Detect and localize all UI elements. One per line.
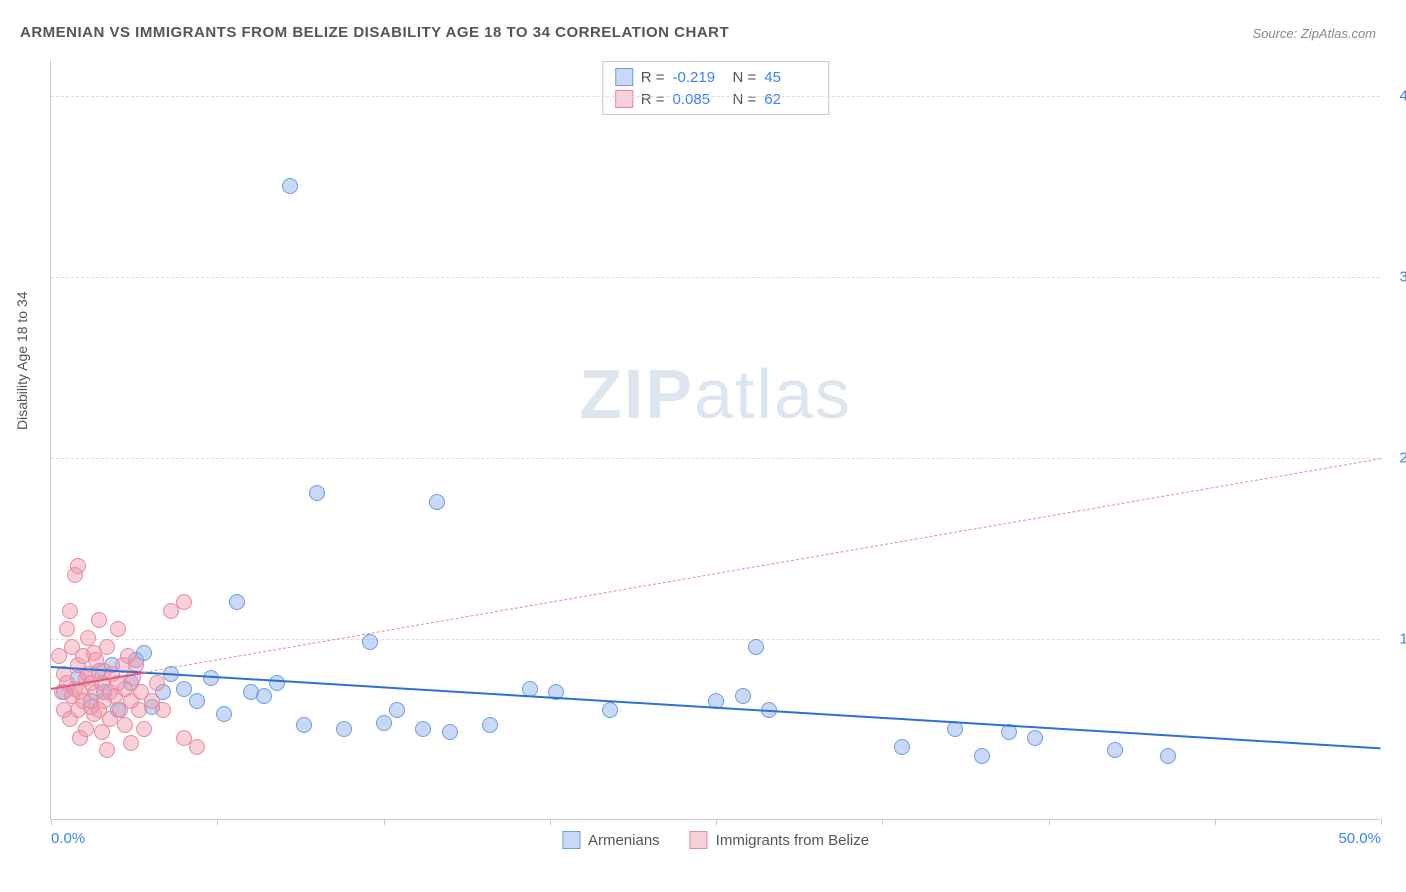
n-label: N = — [733, 91, 757, 108]
r-label: R = — [641, 69, 665, 86]
data-point — [389, 702, 405, 718]
data-point — [216, 706, 232, 722]
data-point — [59, 621, 75, 637]
series-swatch — [615, 90, 633, 108]
data-point — [155, 702, 171, 718]
data-point — [176, 594, 192, 610]
stats-row: R = -0.219 N = 45 — [615, 66, 817, 88]
data-point — [110, 621, 126, 637]
stats-box: R = -0.219 N = 45 R = 0.085 N = 62 — [602, 61, 830, 115]
gridline — [51, 96, 1380, 97]
series-swatch — [615, 68, 633, 86]
x-tick-mark — [1381, 819, 1382, 825]
x-tick-mark — [550, 819, 551, 825]
data-point — [123, 735, 139, 751]
data-point — [256, 688, 272, 704]
data-point — [748, 639, 764, 655]
stats-row: R = 0.085 N = 62 — [615, 88, 817, 110]
x-tick-mark — [1049, 819, 1050, 825]
data-point — [149, 675, 165, 691]
data-point — [894, 739, 910, 755]
data-point — [309, 485, 325, 501]
x-tick-label: 50.0% — [1338, 830, 1381, 847]
data-point — [269, 675, 285, 691]
y-tick-label: 10.0% — [1399, 631, 1406, 648]
data-point — [1107, 742, 1123, 758]
data-point — [117, 717, 133, 733]
data-point — [189, 739, 205, 755]
x-tick-label: 0.0% — [51, 830, 85, 847]
x-tick-mark — [217, 819, 218, 825]
n-value: 45 — [764, 69, 816, 86]
gridline — [51, 639, 1380, 640]
data-point — [176, 681, 192, 697]
data-point — [362, 634, 378, 650]
data-point — [70, 558, 86, 574]
trend-line — [51, 458, 1381, 689]
chart-title: ARMENIAN VS IMMIGRANTS FROM BELIZE DISAB… — [20, 24, 729, 41]
legend-label: Immigrants from Belize — [716, 832, 869, 849]
x-tick-mark — [716, 819, 717, 825]
gridline — [51, 458, 1380, 459]
series-swatch — [562, 831, 580, 849]
y-tick-label: 20.0% — [1399, 450, 1406, 467]
gridline — [51, 277, 1380, 278]
chart-container: ARMENIAN VS IMMIGRANTS FROM BELIZE DISAB… — [0, 0, 1406, 892]
legend-item: Armenians — [562, 831, 660, 849]
data-point — [415, 721, 431, 737]
data-point — [735, 688, 751, 704]
r-value: -0.219 — [673, 69, 725, 86]
legend-label: Armenians — [588, 832, 660, 849]
data-point — [336, 721, 352, 737]
data-point — [282, 178, 298, 194]
r-label: R = — [641, 91, 665, 108]
data-point — [602, 702, 618, 718]
data-point — [429, 494, 445, 510]
watermark: ZIPatlas — [579, 354, 852, 434]
n-value: 62 — [764, 91, 816, 108]
data-point — [1160, 748, 1176, 764]
data-point — [376, 715, 392, 731]
x-tick-mark — [882, 819, 883, 825]
source-attribution: Source: ZipAtlas.com — [1252, 26, 1376, 41]
plot-area: ZIPatlas R =-0.219N =45R =0.085N =62 Arm… — [50, 60, 1380, 820]
x-tick-mark — [51, 819, 52, 825]
n-label: N = — [733, 69, 757, 86]
data-point — [1027, 730, 1043, 746]
x-tick-mark — [384, 819, 385, 825]
data-point — [189, 693, 205, 709]
data-point — [78, 721, 94, 737]
data-point — [974, 748, 990, 764]
data-point — [99, 742, 115, 758]
legend: Armenians Immigrants from Belize — [562, 831, 869, 849]
data-point — [296, 717, 312, 733]
series-swatch — [690, 831, 708, 849]
r-value: 0.085 — [673, 91, 725, 108]
trend-line — [51, 666, 1381, 749]
y-axis-label: Disability Age 18 to 34 — [14, 291, 30, 430]
data-point — [229, 594, 245, 610]
data-point — [136, 721, 152, 737]
y-tick-label: 40.0% — [1399, 88, 1406, 105]
data-point — [62, 603, 78, 619]
data-point — [99, 639, 115, 655]
data-point — [442, 724, 458, 740]
legend-item: Immigrants from Belize — [690, 831, 869, 849]
y-tick-label: 30.0% — [1399, 269, 1406, 286]
data-point — [91, 612, 107, 628]
data-point — [482, 717, 498, 733]
x-tick-mark — [1215, 819, 1216, 825]
